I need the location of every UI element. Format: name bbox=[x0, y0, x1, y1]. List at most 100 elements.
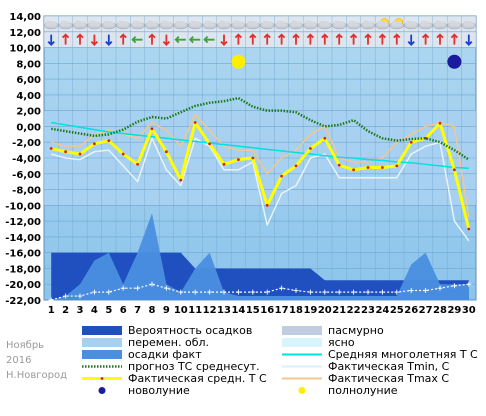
y-tick-label: 2,00 bbox=[16, 107, 41, 118]
series-line-фактическая-средн-т-с bbox=[50, 121, 471, 230]
point-actual-mean bbox=[179, 178, 183, 182]
point-actual-mean bbox=[381, 166, 384, 169]
x-tick-label: 20 bbox=[318, 305, 332, 316]
sun-cloud-icon bbox=[389, 18, 405, 30]
point-actual-mean bbox=[193, 121, 197, 124]
snow-marker bbox=[221, 289, 227, 295]
wind-arrow-down-icon bbox=[407, 34, 415, 46]
y-axis-ticks: 14,00 12,00 10,00 8,00 6,00 4,00 2,00 0,00 -2,00… bbox=[5, 12, 41, 307]
cloud-icon bbox=[231, 20, 246, 30]
wind-arrow-up-icon bbox=[364, 33, 372, 45]
cloud-icon bbox=[159, 20, 174, 30]
legend-label: Фактическая Tmin, С bbox=[328, 360, 450, 373]
x-tick-label: 11 bbox=[188, 305, 202, 316]
legend-label: прогноз ТС среднесут. bbox=[128, 360, 260, 373]
legend-label: Средняя многолетняя Т С bbox=[328, 348, 478, 361]
x-tick-label: 3 bbox=[77, 305, 84, 316]
point-actual-mean bbox=[78, 152, 82, 156]
y-tick-label: -2,00 bbox=[12, 138, 41, 149]
snow-marker bbox=[279, 285, 285, 291]
wind-arrow-left-icon bbox=[188, 36, 201, 44]
x-tick-label: 25 bbox=[390, 305, 404, 316]
y-tick-label: -14,00 bbox=[5, 233, 41, 244]
wind-arrow-up-icon bbox=[450, 33, 459, 45]
x-tick-label: 14 bbox=[231, 305, 245, 316]
legend-swatch bbox=[82, 338, 122, 347]
watermark: Ноябрь 2016 Н.Новгород bbox=[6, 340, 67, 381]
point-actual-mean bbox=[150, 127, 154, 131]
legend-item: осадки факт bbox=[82, 348, 202, 361]
point-actual-mean bbox=[366, 166, 370, 169]
wind-arrow-down-icon bbox=[105, 34, 113, 46]
cloud-icon bbox=[144, 20, 160, 30]
cloud-icon bbox=[461, 20, 477, 30]
cloud-icon bbox=[288, 20, 304, 30]
cloud-icon bbox=[87, 20, 102, 30]
legend-label: полнолуние bbox=[328, 384, 398, 397]
snow-marker bbox=[207, 289, 213, 295]
cloud-icon bbox=[72, 20, 88, 30]
snow-marker bbox=[351, 289, 357, 295]
snow-marker bbox=[135, 285, 141, 291]
x-tick-label: 24 bbox=[375, 305, 389, 316]
wind-arrow-up-icon bbox=[393, 33, 401, 45]
point-actual-mean bbox=[309, 147, 312, 150]
sun-cloud-icon bbox=[375, 18, 390, 30]
legend-swatch bbox=[82, 350, 122, 359]
y-tick-label: 8,00 bbox=[16, 59, 41, 70]
cloud-icon bbox=[346, 20, 361, 30]
cloud-icon bbox=[187, 20, 203, 30]
watermark-month: Ноябрь bbox=[6, 340, 44, 351]
x-tick-label: 13 bbox=[217, 305, 231, 316]
cloud-icon bbox=[317, 20, 333, 30]
x-tick-label: 10 bbox=[174, 305, 188, 316]
snow-marker bbox=[77, 293, 83, 299]
point-actual-mean bbox=[395, 164, 399, 168]
snow-marker bbox=[307, 289, 313, 295]
snow-marker bbox=[437, 285, 443, 291]
x-tick-label: 2 bbox=[62, 305, 69, 316]
snow-marker bbox=[379, 289, 385, 295]
y-tick-label: -8,00 bbox=[12, 186, 41, 197]
point-actual-mean bbox=[337, 163, 341, 167]
snow-marker bbox=[149, 281, 155, 287]
y-tick-label: 10,00 bbox=[9, 44, 41, 55]
x-tick-label: 29 bbox=[447, 305, 461, 316]
new-moon-icon bbox=[447, 54, 462, 69]
cloud-icon bbox=[418, 20, 433, 30]
snow-marker bbox=[322, 289, 328, 295]
legend-swatch bbox=[298, 387, 306, 394]
wind-arrow-up-icon bbox=[277, 33, 286, 45]
point-actual-mean bbox=[208, 142, 212, 146]
legend-item: новолуние bbox=[98, 384, 190, 397]
legend-item: Фактическая средн. Т С bbox=[82, 372, 267, 385]
legend-item: Фактическая Tmin, С bbox=[282, 360, 450, 373]
legend-swatch bbox=[282, 338, 322, 347]
legend-item: полнолуние bbox=[298, 384, 398, 397]
x-axis-ticks: 1 2 3 4 5 6 7 8 9 10 11 12 13 14 15 16 17 18 19 20 21 22 23 24 2… bbox=[48, 305, 476, 316]
legend-label: осадки факт bbox=[128, 348, 202, 361]
wind-arrow-down-icon bbox=[47, 34, 55, 46]
y-tick-label: -16,00 bbox=[5, 249, 41, 260]
y-tick-label: -12,00 bbox=[5, 217, 41, 228]
x-tick-label: 23 bbox=[361, 305, 375, 316]
cloud-icon bbox=[259, 20, 275, 30]
snow-marker bbox=[293, 288, 299, 294]
point-actual-mean bbox=[438, 121, 442, 125]
x-tick-label: 18 bbox=[289, 305, 303, 316]
legend-item: прогноз ТС среднесут. bbox=[82, 360, 260, 373]
weather-icons bbox=[43, 18, 477, 69]
point-actual-mean bbox=[49, 147, 53, 150]
wind-arrow-up-icon bbox=[378, 33, 387, 45]
point-actual-mean bbox=[93, 142, 96, 146]
snow-marker bbox=[394, 289, 400, 295]
point-actual-mean bbox=[280, 174, 283, 178]
wind-arrow-up-icon bbox=[335, 33, 343, 45]
y-tick-label: 12,00 bbox=[9, 28, 41, 39]
wind-arrow-up-icon bbox=[119, 33, 127, 45]
point-actual-mean bbox=[453, 168, 456, 172]
wind-arrow-left-icon bbox=[174, 36, 186, 44]
point-actual-mean bbox=[222, 162, 226, 166]
x-tick-label: 15 bbox=[246, 305, 260, 316]
snow-marker bbox=[48, 297, 54, 303]
